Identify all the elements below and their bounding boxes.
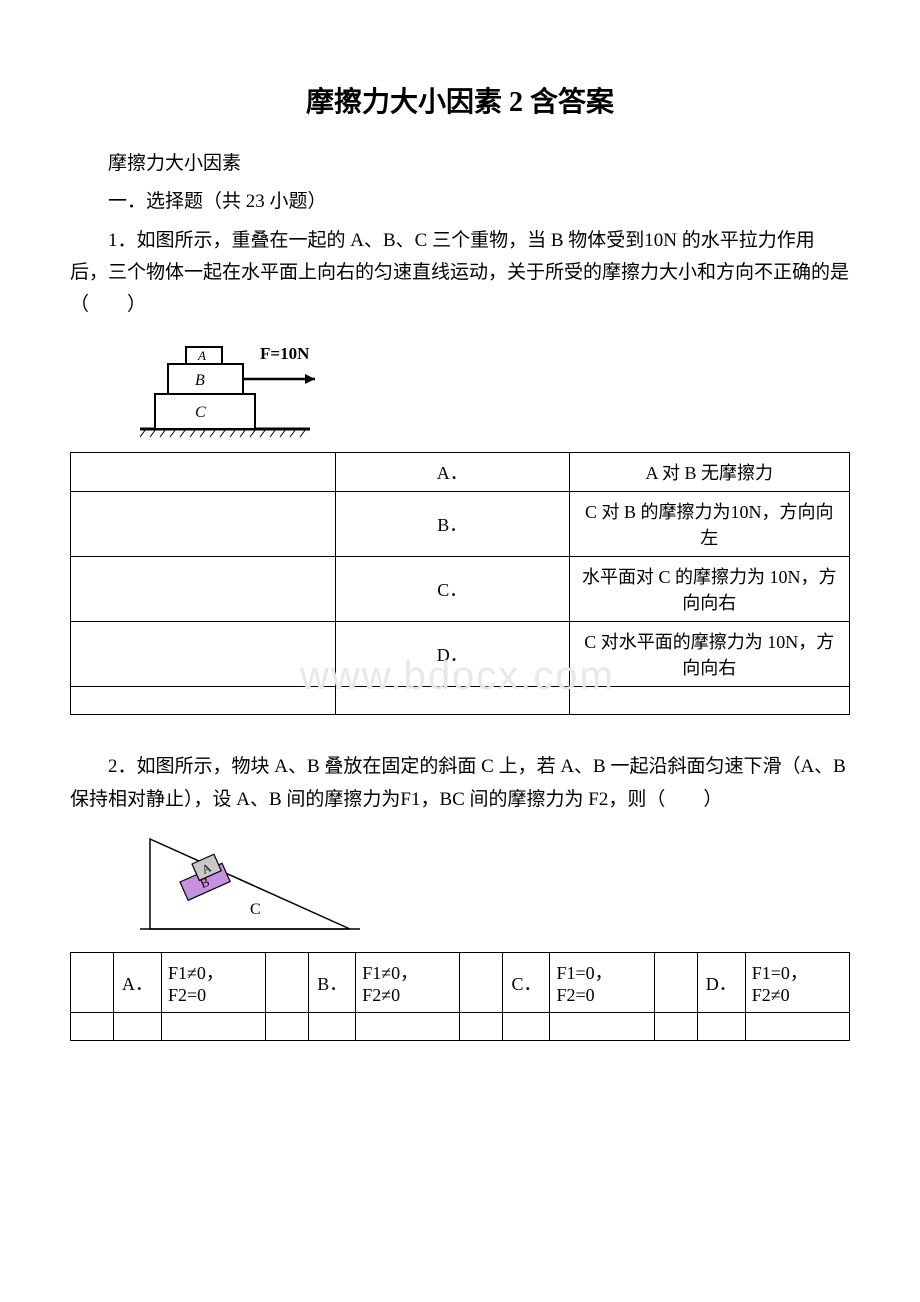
q1-label-b: B bbox=[195, 372, 205, 389]
blank-cell bbox=[569, 687, 849, 715]
blank-cell bbox=[71, 557, 336, 622]
page-title: 摩擦力大小因素 2 含答案 bbox=[70, 80, 850, 120]
q1-force-label: F=10N bbox=[260, 344, 310, 363]
blank-cell bbox=[697, 1013, 745, 1041]
option-letter: A． bbox=[335, 453, 569, 492]
q1-option-table: A． A 对 B 无摩擦力 B． C 对 B 的摩擦力为10N，方向向左 C． … bbox=[70, 452, 850, 715]
option-letter: D． bbox=[697, 953, 745, 1013]
option-text: A 对 B 无摩擦力 bbox=[569, 453, 849, 492]
q2-label-c: C bbox=[250, 901, 261, 918]
q2-prompt: 2．如图所示，物块 A、B 叠放在固定的斜面 C 上，若 A、B 一起沿斜面匀速… bbox=[70, 751, 850, 816]
blank-cell bbox=[266, 953, 309, 1013]
option-text: F1≠0，F2≠0 bbox=[356, 953, 460, 1013]
blank-cell bbox=[71, 453, 336, 492]
blank-cell bbox=[356, 1013, 460, 1041]
blank-cell bbox=[71, 622, 336, 687]
table-row bbox=[71, 1013, 850, 1041]
option-text: 水平面对 C 的摩擦力为 10N，方向向右 bbox=[569, 557, 849, 622]
table-row: B． C 对 B 的摩擦力为10N，方向向左 bbox=[71, 492, 850, 557]
option-letter: A． bbox=[113, 953, 161, 1013]
option-text: F1≠0，F2=0 bbox=[161, 953, 265, 1013]
blank-cell bbox=[309, 1013, 356, 1041]
blank-cell bbox=[71, 1013, 114, 1041]
q1-label-a: A bbox=[197, 348, 206, 363]
blank-cell bbox=[71, 687, 336, 715]
table-row: A． F1≠0，F2=0 B． F1≠0，F2≠0 C． F1=0，F2=0 D… bbox=[71, 953, 850, 1013]
blank-cell bbox=[266, 1013, 309, 1041]
table-row: C． 水平面对 C 的摩擦力为 10N，方向向右 bbox=[71, 557, 850, 622]
blank-cell bbox=[460, 1013, 503, 1041]
q1-prompt: 1．如图所示，重叠在一起的 A、B、C 三个重物，当 B 物体受到10N 的水平… bbox=[70, 225, 850, 322]
option-letter: C． bbox=[335, 557, 569, 622]
page-container: { "title": "摩擦力大小因素 2 含答案", "subtitle": … bbox=[70, 80, 850, 1041]
option-text: C 对水平面的摩擦力为 10N，方向向右 bbox=[569, 622, 849, 687]
blank-cell bbox=[503, 1013, 550, 1041]
table-row: D． C 对水平面的摩擦力为 10N，方向向右 bbox=[71, 622, 850, 687]
option-text: C 对 B 的摩擦力为10N，方向向左 bbox=[569, 492, 849, 557]
option-text: F1=0，F2≠0 bbox=[745, 953, 849, 1013]
q2-figure-svg: C B A bbox=[140, 824, 370, 939]
blank-cell bbox=[71, 953, 114, 1013]
blank-cell bbox=[745, 1013, 849, 1041]
blank-cell bbox=[654, 953, 697, 1013]
option-text: F1=0，F2=0 bbox=[550, 953, 654, 1013]
q1-label-c: C bbox=[195, 404, 206, 421]
table-row bbox=[71, 687, 850, 715]
option-letter: B． bbox=[335, 492, 569, 557]
option-letter: D． bbox=[335, 622, 569, 687]
blank-cell bbox=[460, 953, 503, 1013]
blank-cell bbox=[161, 1013, 265, 1041]
blank-cell bbox=[654, 1013, 697, 1041]
q1-figure-svg: C B A F=10N bbox=[140, 329, 360, 439]
subtitle: 摩擦力大小因素 bbox=[70, 148, 850, 180]
table-row: A． A 对 B 无摩擦力 bbox=[71, 453, 850, 492]
q2-figure: C B A bbox=[140, 824, 850, 944]
option-letter: C． bbox=[503, 953, 550, 1013]
q2-option-table: A． F1≠0，F2=0 B． F1≠0，F2≠0 C． F1=0，F2=0 D… bbox=[70, 952, 850, 1041]
option-letter: B． bbox=[309, 953, 356, 1013]
q1-figure: C B A F=10N bbox=[140, 329, 850, 444]
blank-cell bbox=[113, 1013, 161, 1041]
section-heading: 一．选择题（共 23 小题） bbox=[70, 186, 850, 218]
blank-cell bbox=[550, 1013, 654, 1041]
blank-cell bbox=[71, 492, 336, 557]
blank-cell bbox=[335, 687, 569, 715]
